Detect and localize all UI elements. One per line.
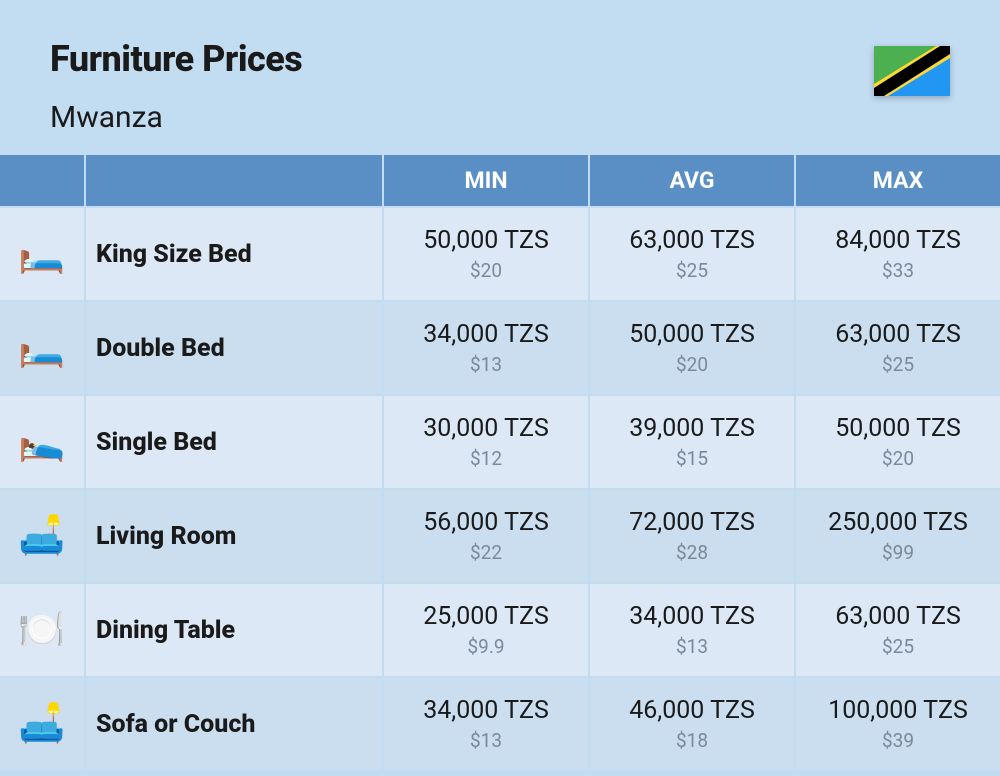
price-cell-max: 84,000 TZS $33	[796, 208, 1000, 300]
price-usd: $25	[676, 259, 708, 282]
price-cell-max: 63,000 TZS $25	[796, 584, 1000, 676]
table-header-row: MIN AVG MAX	[0, 155, 1000, 206]
price-usd: $33	[882, 259, 914, 282]
table-row: 🛌Single Bed 30,000 TZS $12 39,000 TZS $15 50,…	[0, 396, 1000, 488]
price-tzs: 250,000 TZS	[828, 508, 968, 537]
price-usd: $12	[470, 447, 502, 470]
price-tzs: 63,000 TZS	[835, 602, 961, 631]
table-row: 🍽️Dining Table 25,000 TZS $9.9 34,000 TZS $1…	[0, 584, 1000, 676]
price-tzs: 84,000 TZS	[835, 226, 961, 255]
price-tzs: 34,000 TZS	[423, 696, 549, 725]
price-tzs: 39,000 TZS	[629, 414, 755, 443]
row-label: Single Bed	[86, 396, 382, 488]
price-usd: $20	[470, 259, 502, 282]
price-cell-min: 34,000 TZS $13	[384, 302, 588, 394]
header-text: Furniture Prices Mwanza	[50, 38, 302, 135]
table-row: 🛏️King Size Bed 50,000 TZS $20 63,000 TZS $2…	[0, 208, 1000, 300]
price-cell-max: 50,000 TZS $20	[796, 396, 1000, 488]
price-usd: $13	[676, 635, 708, 658]
price-tzs: 25,000 TZS	[423, 602, 549, 631]
price-usd: $20	[676, 353, 708, 376]
price-usd: $9.9	[467, 635, 504, 658]
page-title: Furniture Prices	[50, 38, 302, 80]
price-cell-avg: 72,000 TZS $28	[590, 490, 794, 582]
price-cell-min: 25,000 TZS $9.9	[384, 584, 588, 676]
row-label: Dining Table	[86, 584, 382, 676]
table-row: 🛏️Double Bed 34,000 TZS $13 50,000 TZS $20 63…	[0, 302, 1000, 394]
price-cell-min: 50,000 TZS $20	[384, 208, 588, 300]
column-header-max: MAX	[796, 155, 1000, 206]
price-usd: $13	[470, 353, 502, 376]
price-table: MIN AVG MAX 🛏️King Size Bed 50,000 TZS $20…	[0, 155, 1000, 770]
price-cell-max: 250,000 TZS $99	[796, 490, 1000, 582]
price-tzs: 100,000 TZS	[828, 696, 968, 725]
dining-table-icon: 🍽️	[0, 584, 84, 676]
price-usd: $25	[882, 353, 914, 376]
header-blank-label	[86, 155, 382, 206]
price-usd: $99	[882, 541, 914, 564]
price-tzs: 50,000 TZS	[423, 226, 549, 255]
row-label: Sofa or Couch	[86, 678, 382, 770]
price-cell-avg: 34,000 TZS $13	[590, 584, 794, 676]
price-usd: $25	[882, 635, 914, 658]
single-bed-icon: 🛌	[0, 396, 84, 488]
king-bed-icon: 🛏️	[0, 208, 84, 300]
column-header-avg: AVG	[590, 155, 794, 206]
table-row: 🛋️Sofa or Couch 34,000 TZS $13 46,000 TZS $1…	[0, 678, 1000, 770]
row-label: Living Room	[86, 490, 382, 582]
table-body: 🛏️King Size Bed 50,000 TZS $20 63,000 TZS $2…	[0, 208, 1000, 770]
price-tzs: 56,000 TZS	[423, 508, 549, 537]
table-row: 🛋️Living Room 56,000 TZS $22 72,000 TZS $28 2…	[0, 490, 1000, 582]
header-blank-icon	[0, 155, 84, 206]
price-usd: $13	[470, 729, 502, 752]
price-usd: $39	[882, 729, 914, 752]
price-cell-avg: 50,000 TZS $20	[590, 302, 794, 394]
row-label: King Size Bed	[86, 208, 382, 300]
price-cell-min: 30,000 TZS $12	[384, 396, 588, 488]
page-subtitle: Mwanza	[50, 100, 302, 135]
price-tzs: 34,000 TZS	[629, 602, 755, 631]
column-header-min: MIN	[384, 155, 588, 206]
price-tzs: 34,000 TZS	[423, 320, 549, 349]
price-tzs: 72,000 TZS	[629, 508, 755, 537]
price-cell-min: 56,000 TZS $22	[384, 490, 588, 582]
double-bed-icon: 🛏️	[0, 302, 84, 394]
price-cell-avg: 39,000 TZS $15	[590, 396, 794, 488]
price-usd: $20	[882, 447, 914, 470]
sofa-icon: 🛋️	[0, 678, 84, 770]
price-usd: $18	[676, 729, 708, 752]
price-cell-avg: 46,000 TZS $18	[590, 678, 794, 770]
price-tzs: 46,000 TZS	[629, 696, 755, 725]
price-cell-max: 100,000 TZS $39	[796, 678, 1000, 770]
price-cell-avg: 63,000 TZS $25	[590, 208, 794, 300]
price-tzs: 63,000 TZS	[835, 320, 961, 349]
price-cell-min: 34,000 TZS $13	[384, 678, 588, 770]
header: Furniture Prices Mwanza	[0, 0, 1000, 155]
price-usd: $15	[676, 447, 708, 470]
row-label: Double Bed	[86, 302, 382, 394]
price-usd: $28	[676, 541, 708, 564]
living-room-icon: 🛋️	[0, 490, 84, 582]
price-cell-max: 63,000 TZS $25	[796, 302, 1000, 394]
price-tzs: 50,000 TZS	[629, 320, 755, 349]
price-tzs: 63,000 TZS	[629, 226, 755, 255]
price-usd: $22	[470, 541, 502, 564]
tanzania-flag-icon	[874, 46, 950, 96]
price-tzs: 50,000 TZS	[835, 414, 961, 443]
price-tzs: 30,000 TZS	[423, 414, 549, 443]
